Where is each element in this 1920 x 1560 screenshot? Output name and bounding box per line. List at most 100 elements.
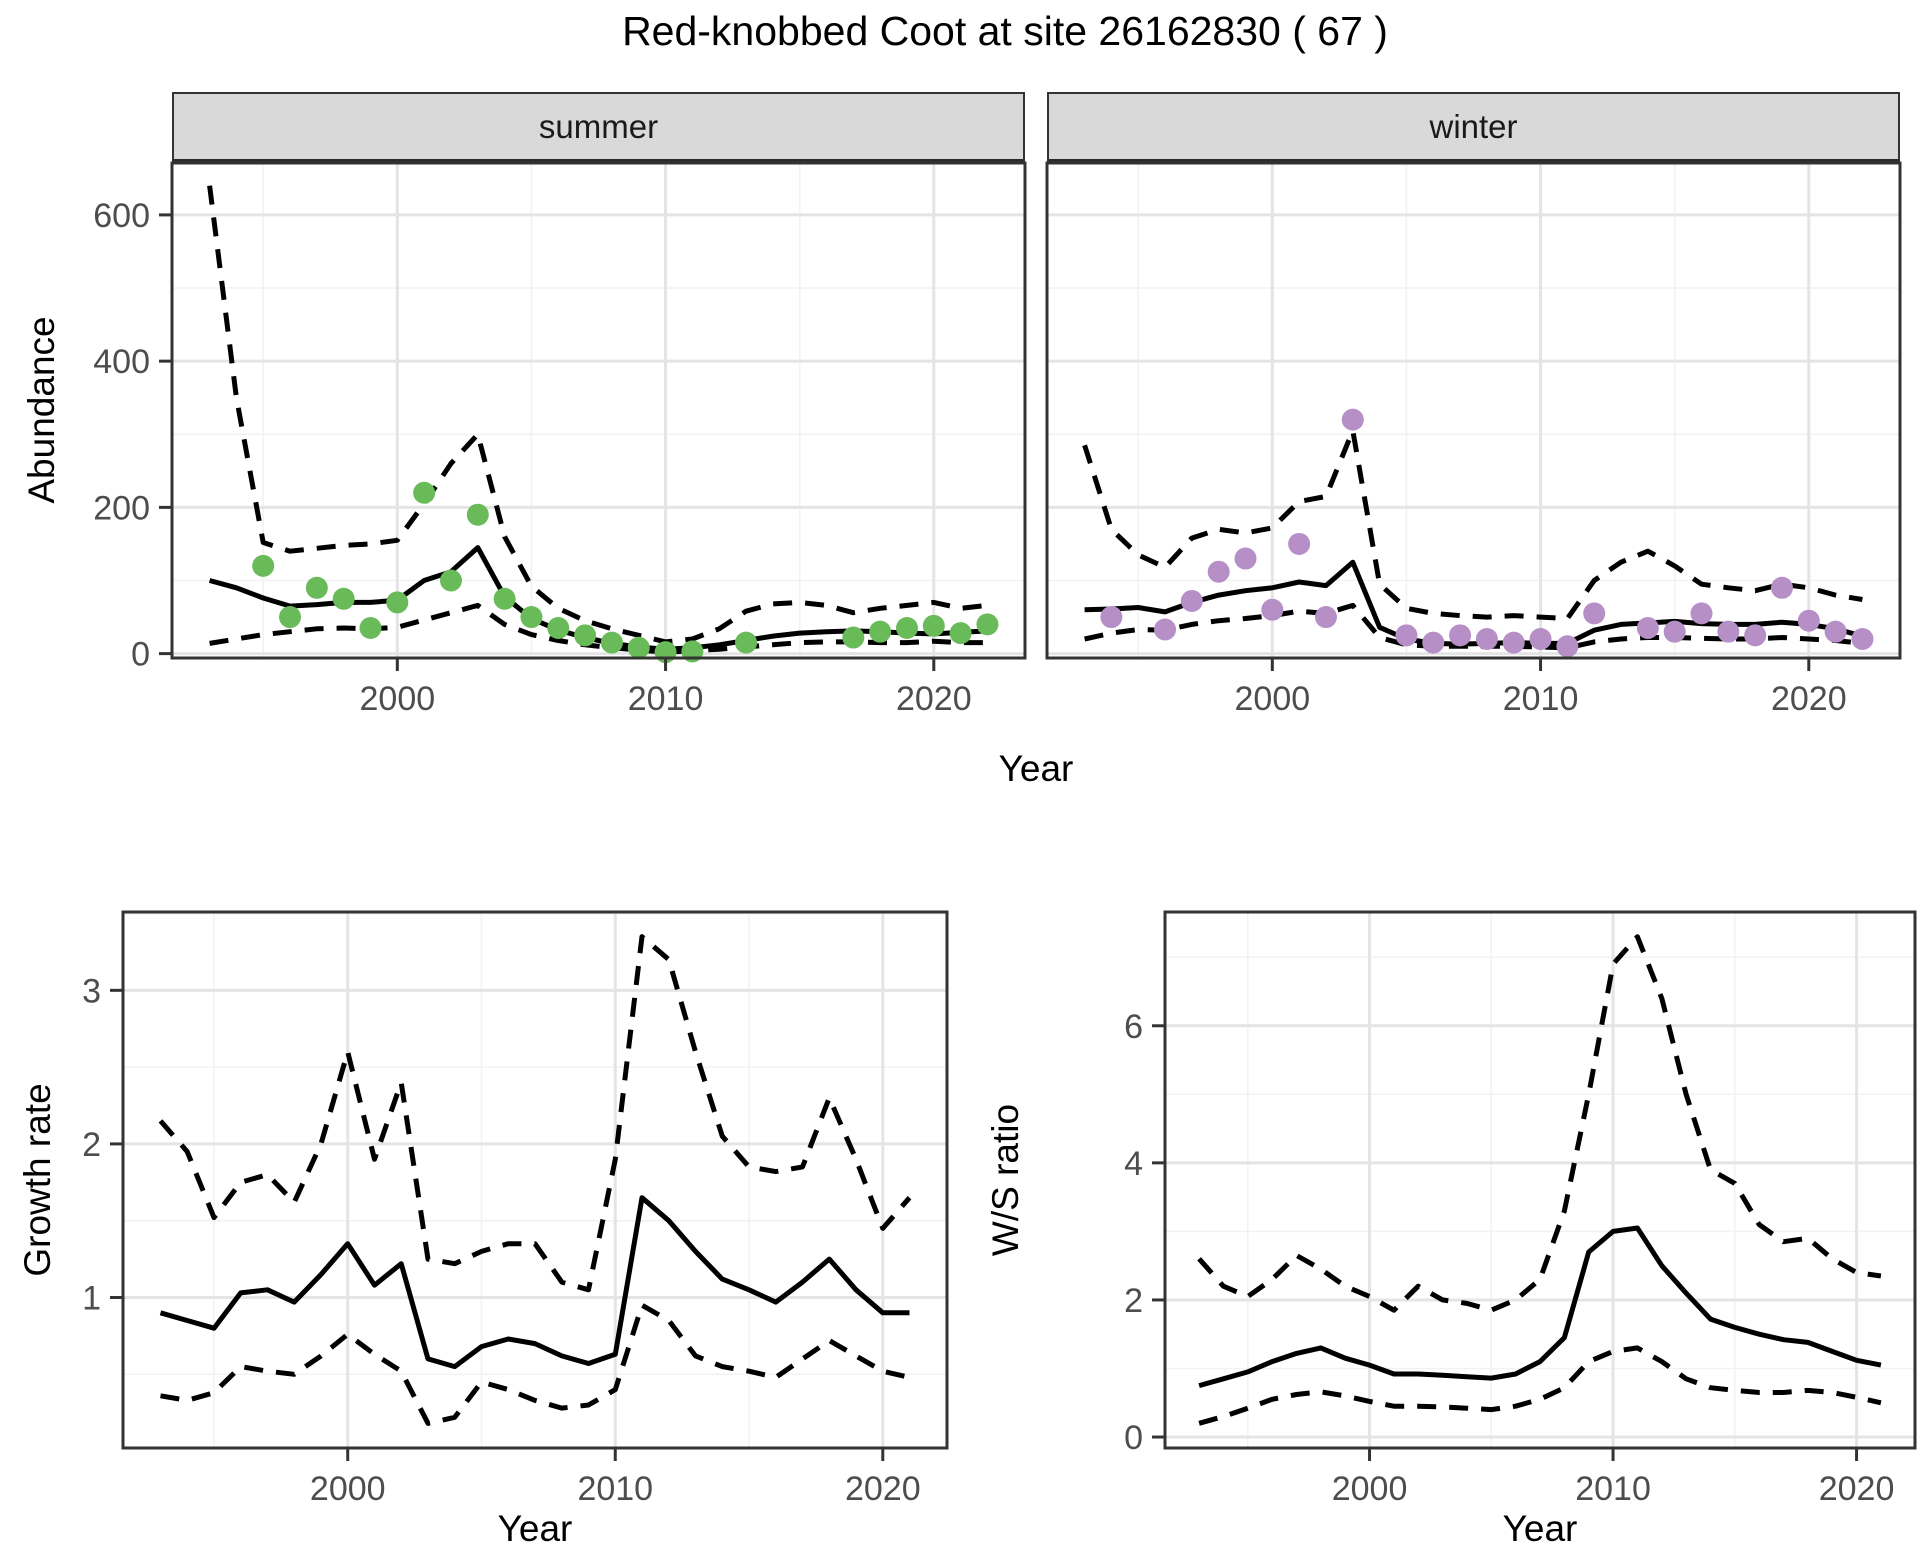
data-point: [735, 631, 758, 654]
data-point: [547, 617, 570, 640]
x-tick-label: 2020: [896, 680, 972, 718]
data-point: [922, 614, 945, 637]
data-point: [466, 503, 489, 526]
x-axis-label-growth: Year: [497, 1508, 573, 1549]
y-tick-label: 0: [131, 636, 150, 674]
data-point: [1797, 609, 1820, 632]
data-point: [520, 606, 543, 629]
data-point: [1717, 620, 1740, 643]
data-point: [386, 591, 409, 614]
x-tick-label: 2010: [1575, 1470, 1651, 1508]
data-point: [869, 620, 892, 643]
x-tick-label: 2020: [845, 1470, 921, 1508]
x-tick-label: 2010: [628, 680, 704, 718]
chart-title: Red-knobbed Coot at site 26162830 ( 67 ): [622, 8, 1388, 54]
data-point: [1395, 624, 1418, 647]
data-point: [332, 587, 355, 610]
data-point: [1422, 631, 1445, 654]
y-tick-label: 3: [82, 972, 101, 1010]
data-point: [359, 617, 382, 640]
y-tick-label: 600: [93, 197, 150, 235]
lower-ci-line: [209, 602, 988, 655]
data-point: [1824, 620, 1847, 643]
y-tick-label: 0: [1124, 1419, 1143, 1457]
data-point: [305, 576, 328, 599]
data-point: [976, 613, 999, 636]
data-point: [1449, 624, 1472, 647]
y-tick-label: 2: [82, 1126, 101, 1164]
panel-winter: 2000 2010 2020: [1045, 161, 1902, 718]
upper-ci-line: [1082, 428, 1863, 621]
x-tick-label: 2000: [1235, 680, 1311, 718]
x-axis-label-top: Year: [998, 748, 1074, 789]
lower-ci-line: [160, 1302, 911, 1426]
data-point: [439, 569, 462, 592]
upper-ci-line: [1197, 934, 1882, 1313]
data-point: [1583, 602, 1606, 625]
lower-ci-line: [1084, 602, 1863, 651]
panel-border: [1045, 161, 1902, 660]
y-tick-label: 6: [1124, 1008, 1143, 1046]
data-point: [574, 624, 597, 647]
data-point: [1851, 627, 1874, 650]
data-point: [1234, 547, 1257, 570]
data-point: [1154, 618, 1177, 641]
data-point: [600, 631, 623, 654]
panel-background: [172, 163, 1025, 658]
x-tick-label: 2000: [310, 1470, 386, 1508]
panel-background: [123, 912, 947, 1448]
data-point: [252, 554, 275, 577]
y-tick-label: 2: [1124, 1282, 1143, 1320]
facet-label-winter: winter: [1429, 107, 1518, 145]
data-point: [413, 481, 436, 504]
data-point: [1636, 617, 1659, 640]
facet-strip-summer: summer: [172, 92, 1025, 164]
data-point: [949, 622, 972, 645]
data-point: [1314, 606, 1337, 629]
data-point: [1690, 602, 1713, 625]
y-tick-label: 1: [82, 1279, 101, 1317]
data-point: [842, 626, 865, 649]
data-point: [1663, 620, 1686, 643]
x-tick-label: 2020: [1819, 1470, 1895, 1508]
panel-ws: 2000 2010 2020 0 2 4 6: [1124, 910, 1917, 1508]
data-point: [1744, 624, 1767, 647]
panel-background: [1047, 163, 1900, 658]
data-point: [1770, 576, 1793, 599]
data-point: [279, 606, 302, 629]
y-tick-label: 400: [93, 343, 150, 381]
x-tick-label: 2000: [360, 680, 436, 718]
x-tick-label: 2010: [577, 1470, 653, 1508]
data-point: [1100, 606, 1123, 629]
panel-border: [170, 161, 1027, 660]
data-point: [493, 587, 516, 610]
x-tick-label: 2020: [1771, 680, 1847, 718]
panel-border: [1163, 910, 1917, 1450]
panel-summer: 2000 2010 2020 0 200 400 600: [93, 161, 1027, 718]
mean-line: [1198, 1225, 1882, 1389]
data-point: [1207, 560, 1230, 583]
facet-strip-winter: winter: [1047, 92, 1900, 164]
panel-border: [121, 910, 949, 1450]
data-point: [1341, 408, 1364, 431]
data-point: [1180, 589, 1203, 612]
data-point: [1261, 598, 1284, 621]
data-point: [1288, 532, 1311, 555]
data-point: [1475, 627, 1498, 650]
data-point: [627, 636, 650, 659]
upper-ci-line: [158, 934, 912, 1293]
y-tick-label: 4: [1124, 1145, 1143, 1183]
data-point: [895, 617, 918, 640]
x-axis-label-ws: Year: [1502, 1508, 1578, 1549]
y-tick-label: 200: [93, 489, 150, 527]
panel-growth: 2000 2010 2020 1 2 3: [82, 910, 949, 1508]
data-point: [1556, 635, 1579, 658]
upper-ci-line: [207, 185, 988, 645]
data-point: [1529, 627, 1552, 650]
x-tick-label: 2010: [1503, 680, 1579, 718]
panel-background: [1165, 912, 1915, 1448]
data-point: [1502, 631, 1525, 654]
mean-line: [159, 1195, 910, 1370]
